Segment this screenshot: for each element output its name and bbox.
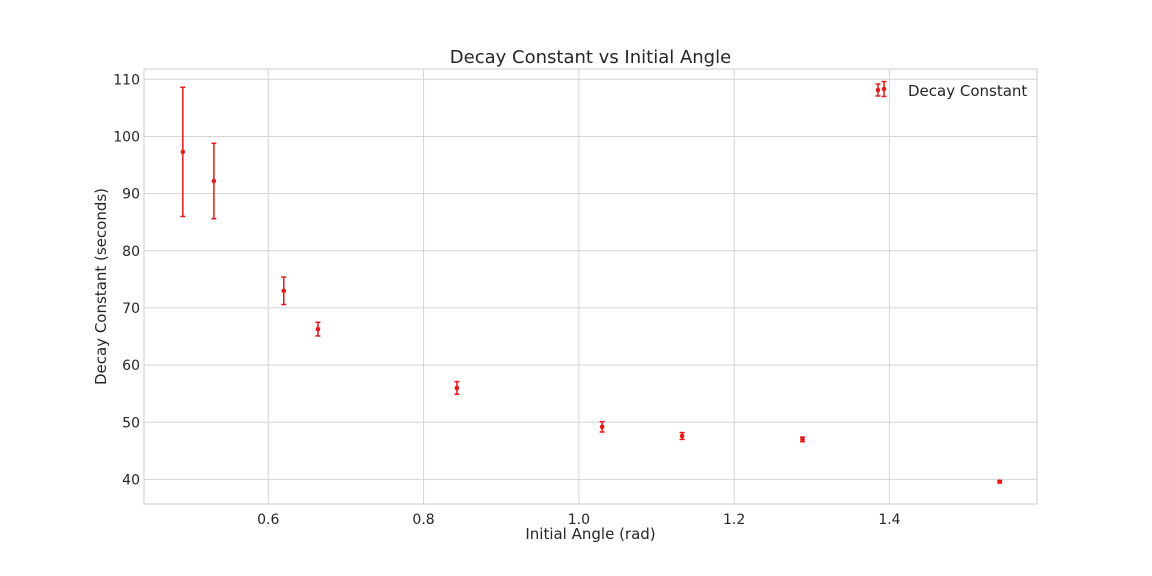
chart-title: Decay Constant vs Initial Angle: [450, 47, 731, 68]
y-tick-label: 90: [122, 187, 140, 203]
data-point: [211, 178, 217, 184]
data-point: [281, 288, 287, 294]
y-tick-label: 110: [113, 72, 140, 88]
data-points: [180, 80, 1003, 485]
x-tick-label: 0.6: [257, 512, 279, 528]
x-axis-label: Initial Angle (rad): [525, 525, 655, 543]
y-tick-label: 80: [122, 244, 140, 260]
data-point: [679, 433, 685, 439]
x-tick-label: 0.8: [412, 512, 434, 528]
data-point: [997, 479, 1003, 485]
y-tick-label: 50: [122, 415, 140, 431]
legend-label: Decay Constant: [908, 82, 1027, 100]
y-tick-label: 100: [113, 129, 140, 145]
y-tick-label: 70: [122, 301, 140, 317]
data-point: [180, 149, 186, 155]
grid: [144, 69, 1037, 504]
legend: Decay Constant: [875, 82, 1027, 100]
x-tick-label: 1.2: [723, 512, 745, 528]
x-tick-label: 1.4: [878, 512, 900, 528]
x-tick-label: 1.0: [568, 512, 590, 528]
data-point: [881, 86, 887, 92]
legend-marker-point: [875, 87, 881, 93]
data-point: [800, 437, 805, 442]
data-point: [315, 326, 321, 332]
y-axis-label: Decay Constant (seconds): [92, 188, 110, 385]
y-tick-label: 40: [122, 472, 140, 488]
plot-frame: [143, 68, 1038, 505]
y-tick-label: 60: [122, 358, 140, 374]
tick-labels: 0.6 0.8 1.0 1.2 1.4 40 50 60 70 80 90 100 110: [113, 72, 900, 528]
data-point: [599, 424, 605, 430]
data-point: [454, 385, 460, 391]
